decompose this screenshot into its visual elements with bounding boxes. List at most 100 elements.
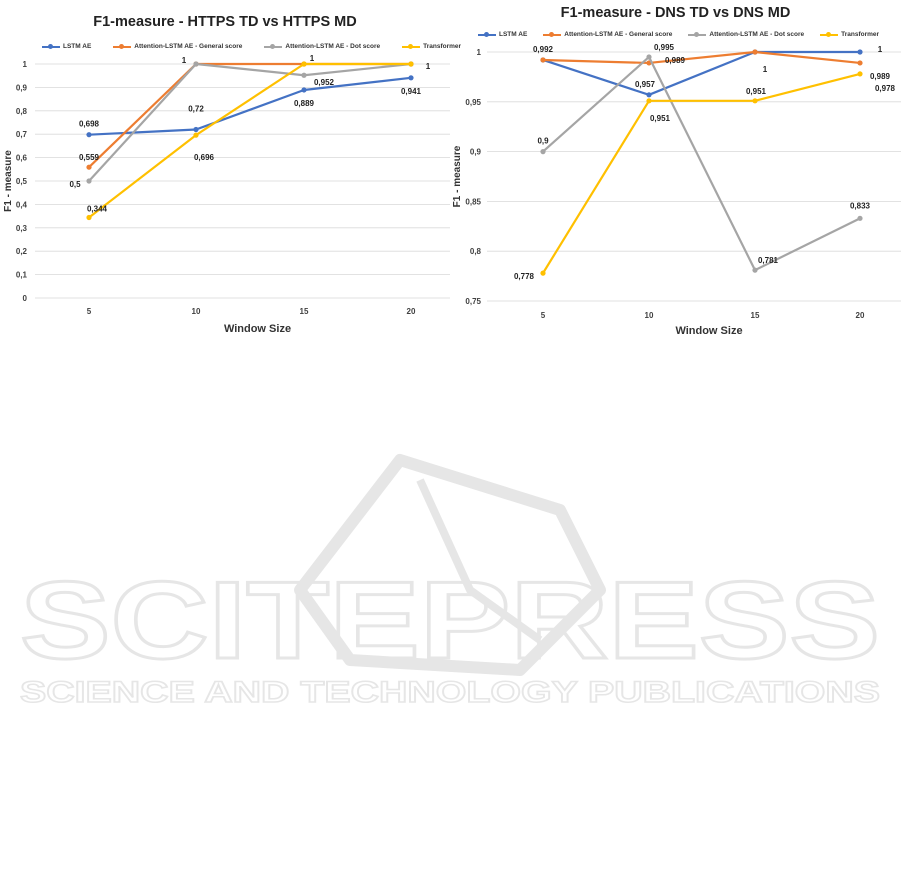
https-legend-item-dot: Attention-LSTM AE - Dot score	[264, 43, 380, 50]
dns-series-dot-point	[646, 54, 652, 60]
dns-x-tick-label: 10	[645, 311, 654, 320]
dns-y-tick-label: 0,9	[470, 148, 482, 157]
dns-series-transformer-point	[857, 71, 863, 77]
https-data-label-dot: 1	[426, 62, 431, 71]
dns-data-label-transformer: 0,978	[875, 84, 896, 93]
dns-legend-item-transformer: Transformer	[820, 31, 879, 38]
https-x-tick-label: 20	[407, 307, 416, 316]
https-legend-label-general: Attention-LSTM AE - General score	[134, 43, 243, 50]
dns-legend-label-transformer: Transformer	[841, 31, 880, 38]
https-series-general-point	[86, 164, 92, 170]
https-y-tick-label: 0,6	[16, 154, 28, 163]
watermark-main-text: SCITEPRESS	[20, 559, 880, 682]
https-series-lstm-point	[193, 126, 199, 133]
https-legend-item-lstm: LSTM AE	[42, 43, 91, 50]
dns-series-dot-line	[542, 55, 861, 272]
dns-series-lstm-line	[542, 50, 860, 96]
watermark-book-spine	[416, 478, 543, 644]
dns-data-label-lstm: 1	[878, 45, 883, 54]
dns-series-general-line	[542, 50, 861, 65]
https-legend-swatch-transformer	[402, 43, 421, 49]
dns-legend-item-general: Attention-LSTM AE - General score	[543, 31, 672, 38]
https-series-dot-line	[88, 62, 412, 182]
https-series-dot-point	[86, 178, 92, 184]
https-data-label-dot: 0,952	[314, 78, 335, 87]
dns-data-label-general: 1	[763, 65, 768, 74]
dns-series-transformer-line	[542, 72, 861, 274]
dns-x-axis-title: Window Size	[675, 325, 742, 337]
dns-series-lstm-point	[646, 92, 652, 98]
https-series-lstm-point	[86, 132, 92, 138]
https-legend-swatch-lstm	[42, 43, 60, 49]
dns-legend-label-dot: Attention-LSTM AE - Dot score	[709, 31, 805, 38]
https-x-axis-title: Window Size	[224, 323, 291, 335]
chart-dns: 0,75 0,8 0,85 0,9 0,95 1 5 10 15 20 Window Size F1 …	[450, 0, 901, 340]
dns-series-general-point	[857, 60, 863, 66]
chart-https-title: F1-measure - HTTPS TD vs HTTPS MD	[93, 14, 357, 30]
https-data-label-transformer: 0,344	[87, 205, 108, 214]
dns-series-dot-point	[857, 215, 863, 221]
dns-legend-swatch-transformer	[820, 31, 839, 37]
dns-legend-item-dot: Attention-LSTM AE - Dot score	[688, 31, 804, 38]
watermark-book-shape	[294, 454, 606, 676]
https-series-lstm-point	[408, 75, 414, 81]
dns-series-transformer-point	[540, 270, 546, 276]
dns-series-transformer-point	[752, 98, 758, 104]
https-legend-swatch-general	[113, 43, 132, 49]
dns-data-label-general: 0,992	[533, 45, 554, 54]
https-y-tick-label: 0,5	[16, 177, 28, 186]
https-series-dot-point	[301, 72, 307, 78]
https-legend-item-general: Attention-LSTM AE - General score	[113, 43, 242, 50]
chart-https-legend: LSTM AE Attention-LSTM AE - General score…	[42, 43, 461, 50]
https-series-transformer-point	[408, 61, 414, 67]
dns-y-axis-title: F1 - measure	[452, 145, 463, 207]
chart-dns-legend: LSTM AE Attention-LSTM AE - General score…	[478, 31, 879, 38]
https-data-label-general: 0,559	[79, 153, 100, 162]
https-y-tick-label: 0,8	[16, 107, 28, 116]
dns-series-dot-point	[540, 149, 546, 155]
https-x-tick-label: 5	[87, 307, 92, 316]
dns-series-transformer-point	[646, 98, 652, 104]
dns-legend-swatch-lstm	[478, 31, 496, 37]
https-data-label-lstm: 0,941	[401, 87, 422, 96]
chart-https-plot: 00,10,20,30,40,50,60,70,80,915 10 15 20Wind…	[3, 54, 450, 335]
dns-data-label-lstm: 0,957	[635, 80, 656, 89]
dns-data-label-dot: 0,9	[537, 137, 549, 146]
dns-data-label-general: 0,989	[870, 72, 891, 81]
dns-y-tick-label: 0,8	[470, 247, 482, 256]
https-series-lstm-line	[88, 76, 412, 136]
dns-x-tick-label: 5	[541, 311, 546, 320]
dns-series-lstm-point	[857, 49, 863, 55]
dns-y-tick-label: 0,95	[465, 98, 481, 107]
https-series-dot-point	[193, 61, 199, 67]
dns-x-tick-label: 20	[856, 311, 865, 320]
dns-data-label-transformer: 0,951	[746, 87, 767, 96]
https-y-tick-label: 0,9	[16, 83, 28, 92]
dns-data-label-dot: 0,833	[850, 201, 871, 210]
https-legend-item-transformer: Transformer	[402, 43, 461, 50]
https-y-tick-label: 0	[23, 294, 28, 303]
https-legend-label-dot: Attention-LSTM AE - Dot score	[285, 43, 381, 50]
https-y-axis-title: F1 - measure	[3, 150, 14, 212]
https-x-tick-label: 10	[192, 307, 201, 316]
dns-legend-item-lstm: LSTM AE	[478, 31, 527, 38]
https-legend-label-transformer: Transformer	[423, 43, 462, 50]
dns-data-label-dot: 0,781	[758, 256, 779, 265]
watermark-sub-text: SCIENCE AND TECHNOLOGY PUBLICATIONS	[20, 676, 880, 709]
https-series-transformer-line	[88, 62, 411, 219]
https-series-transformer-point	[193, 132, 199, 138]
https-data-label-transformer: 0,696	[194, 153, 215, 162]
dns-data-label-general: 0,989	[665, 56, 686, 65]
https-data-label-dot: 1	[182, 56, 187, 65]
https-y-tick-label: 0,7	[16, 130, 28, 139]
dns-series-general-point	[540, 57, 546, 63]
https-y-tick-label: 0,1	[16, 271, 28, 280]
dns-legend-label-lstm: LSTM AE	[499, 31, 528, 38]
dns-legend-swatch-general	[543, 31, 562, 37]
dns-legend-swatch-dot	[688, 31, 707, 37]
https-data-label-lstm: 0,698	[79, 120, 100, 129]
https-legend-label-lstm: LSTM AE	[63, 43, 92, 50]
dns-series-dot-point	[752, 267, 758, 273]
